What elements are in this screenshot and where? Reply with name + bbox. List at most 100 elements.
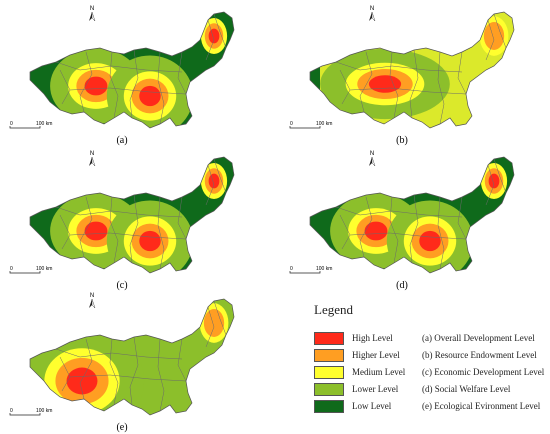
north-arrow-icon bbox=[369, 12, 372, 21]
legend-swatch-lower bbox=[314, 383, 344, 396]
scale-zero-label: 0 bbox=[10, 408, 13, 414]
district-boundary bbox=[157, 51, 165, 125]
hotspot-d-middle-high bbox=[419, 230, 441, 252]
map-svg-a: N 0 100 km (a) bbox=[9, 6, 235, 146]
district-boundary bbox=[129, 336, 139, 406]
map-svg-e: N 0 100 km (e) bbox=[9, 293, 235, 433]
legend-swatch-low bbox=[314, 400, 344, 413]
legend-desc-b: (b) Resource Endowment Level bbox=[422, 350, 537, 360]
map-svg-b: N 0 100 km (b) bbox=[289, 6, 515, 146]
scale-zero-label: 0 bbox=[290, 266, 293, 272]
scale-bar bbox=[9, 126, 41, 129]
scale-bar bbox=[9, 271, 41, 274]
scale-zero-label: 0 bbox=[10, 121, 13, 127]
district-boundary bbox=[359, 196, 373, 258]
hotspot-e-west-high bbox=[66, 367, 98, 395]
scale-bar bbox=[289, 271, 321, 274]
legend-row-low: Low Level (e) Ecological Evironment Leve… bbox=[300, 400, 545, 414]
map-panel-d: N 0 100 km (d) bbox=[280, 145, 550, 291]
district-boundary bbox=[109, 338, 119, 406]
legend-label-medium: Medium Level bbox=[352, 367, 406, 377]
district-boundary bbox=[69, 232, 187, 240]
district-boundary bbox=[69, 374, 187, 382]
scale-end-label: 100 km bbox=[36, 408, 52, 414]
region-wash-e bbox=[120, 299, 234, 415]
scale-zero-label: 0 bbox=[290, 121, 293, 127]
hotspot-d-northeast-high bbox=[488, 173, 500, 189]
district-boundary bbox=[349, 232, 467, 240]
district-boundary bbox=[349, 87, 467, 95]
legend-label-higher: Higher Level bbox=[352, 350, 400, 360]
legend-row-higher: Higher Level (b) Resource Endowment Leve… bbox=[300, 349, 545, 363]
north-label: N bbox=[90, 6, 94, 12]
hotspot-a-northeast-high bbox=[208, 28, 220, 44]
legend-title: Legend bbox=[314, 302, 353, 317]
district-boundary bbox=[335, 206, 463, 218]
district-boundary bbox=[79, 196, 93, 258]
district-boundary bbox=[157, 196, 165, 270]
north-arrow-icon bbox=[89, 12, 92, 21]
district-boundary bbox=[213, 158, 227, 194]
legend-row-high: High Level (a) Overall Development Level bbox=[300, 332, 545, 346]
map-panel-c: N 0 100 km (c) bbox=[0, 145, 270, 291]
district-boundary bbox=[177, 196, 187, 240]
panel-caption-b: (b) bbox=[396, 135, 408, 146]
district-boundary bbox=[335, 61, 463, 73]
scale-end-label: 100 km bbox=[36, 121, 52, 127]
district-boundary bbox=[493, 158, 507, 194]
district-boundary bbox=[205, 164, 215, 206]
hotspot-d-west-high bbox=[364, 221, 388, 241]
panel-caption-a: (a) bbox=[116, 135, 127, 146]
legend-desc-d: (d) Social Welfare Level bbox=[422, 384, 511, 394]
north-arrow-icon bbox=[89, 299, 92, 308]
legend-label-low: Low Level bbox=[352, 401, 392, 411]
map-panel-a: N 0 100 km (a) bbox=[0, 0, 270, 146]
district-boundary bbox=[55, 206, 183, 218]
map-panel-b: N 0 100 km (b) bbox=[280, 0, 550, 146]
hotspot-c-west-high bbox=[84, 221, 108, 241]
district-boundary bbox=[109, 51, 119, 119]
legend: Legend High Level (a) Overall Developmen… bbox=[300, 300, 545, 425]
scale-end-label: 100 km bbox=[316, 266, 332, 272]
district-boundary bbox=[485, 164, 495, 206]
north-label: N bbox=[90, 151, 94, 157]
district-boundary bbox=[493, 13, 507, 49]
north-arrow-icon bbox=[91, 11, 96, 22]
district-boundary bbox=[409, 49, 419, 119]
north-arrow-icon bbox=[371, 156, 376, 167]
district-boundary bbox=[485, 19, 495, 61]
district-boundary bbox=[205, 306, 215, 348]
legend-row-lower: Lower Level (d) Social Welfare Level bbox=[300, 383, 545, 397]
region-outline-d bbox=[309, 156, 515, 274]
district-boundary bbox=[457, 196, 467, 240]
district-boundary bbox=[177, 51, 187, 95]
north-arrow-icon bbox=[89, 157, 92, 166]
north-label: N bbox=[370, 6, 374, 12]
district-boundary bbox=[389, 51, 399, 119]
legend-label-high: High Level bbox=[352, 333, 393, 343]
district-boundary bbox=[157, 338, 165, 412]
district-boundary bbox=[129, 49, 139, 119]
district-boundary bbox=[55, 348, 183, 360]
legend-row-medium: Medium Level (c) Economic Development Le… bbox=[300, 366, 545, 380]
legend-swatch-higher bbox=[314, 349, 344, 362]
district-boundary bbox=[79, 51, 93, 113]
hotspot-b-northeast-higher bbox=[483, 22, 505, 50]
region-outline-b bbox=[309, 11, 515, 129]
north-arrow-icon bbox=[369, 157, 372, 166]
scale-end-label: 100 km bbox=[36, 266, 52, 272]
scale-end-label: 100 km bbox=[316, 121, 332, 127]
hotspot-c-middle-high bbox=[139, 230, 161, 252]
region-outline-c bbox=[29, 156, 235, 274]
district-boundary bbox=[213, 13, 227, 49]
hotspot-a-west-high bbox=[84, 76, 108, 96]
map-svg-c: N 0 100 km (c) bbox=[9, 151, 235, 291]
district-boundary bbox=[359, 51, 373, 113]
legend-desc-c: (c) Economic Development Level bbox=[422, 367, 545, 377]
district-boundary bbox=[457, 51, 467, 95]
district-boundary bbox=[109, 196, 119, 264]
district-boundary bbox=[389, 196, 399, 264]
map-panel-e: N 0 100 km (e) bbox=[0, 287, 270, 433]
north-arrow-icon bbox=[91, 298, 96, 309]
legend-desc-a: (a) Overall Development Level bbox=[422, 333, 535, 343]
